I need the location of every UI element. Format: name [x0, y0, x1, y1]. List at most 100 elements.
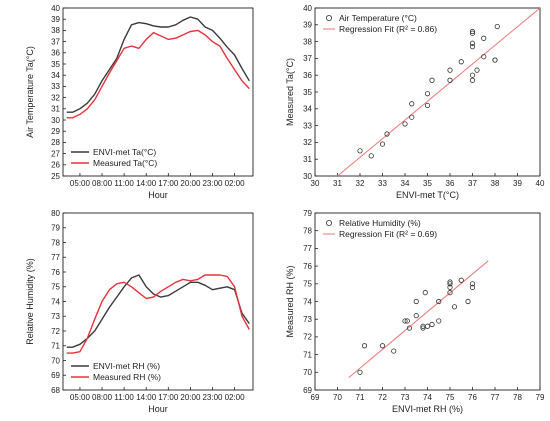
x-tick-label: 38	[491, 179, 500, 188]
scatter-point	[447, 67, 453, 73]
legend-label: Relative Humidity (%)	[339, 218, 421, 228]
x-axis-label: Hour	[148, 404, 168, 414]
x-tick-label: 73	[401, 393, 410, 402]
y-tick-label: 73	[51, 312, 60, 321]
x-tick-label: 72	[378, 393, 387, 402]
x-tick-label: 78	[513, 393, 522, 402]
y-tick-label: 76	[51, 268, 60, 277]
y-tick-label: 28	[51, 138, 60, 147]
y-tick-label: 79	[51, 224, 60, 233]
x-tick-label: 20:00	[180, 179, 201, 188]
scatter-point	[481, 35, 487, 41]
scatter-point	[447, 284, 453, 290]
y-axis-label: Relative Humidity (%)	[25, 258, 35, 345]
x-tick-label: 75	[446, 393, 455, 402]
x-tick-label: 79	[536, 393, 545, 402]
series-line-envi-met	[66, 274, 250, 348]
x-tick-label: 35	[423, 179, 432, 188]
x-tick-label: 11:00	[114, 179, 134, 188]
y-tick-label: 30	[51, 116, 60, 125]
y-tick-label: 40	[303, 4, 312, 13]
x-tick-label: 76	[468, 393, 477, 402]
plot-frame	[62, 7, 254, 177]
scatter-point	[361, 343, 368, 349]
legend-marker	[325, 219, 332, 226]
y-tick-label: 33	[303, 121, 312, 130]
y-axis-label: Measured Ta(°C)	[285, 58, 295, 126]
x-tick-label: 14:00	[136, 179, 157, 188]
x-tick-label: 08:00	[92, 393, 113, 402]
scatter-point	[469, 281, 476, 287]
legend-label: Regression Fit (R² = 0.86)	[339, 24, 437, 34]
y-tick-label: 26	[51, 161, 60, 170]
y-tick-label: 75	[51, 283, 60, 292]
x-tick-label: 17:00	[158, 179, 179, 188]
y-tick-label: 76	[303, 262, 312, 271]
panel-top-left: 25 26 27 28 29 30 31 32 33 34 35 36 37 38 39 40 05:00 08:…	[25, 4, 254, 200]
x-tick-label: 14:00	[136, 393, 157, 402]
scatter-point	[469, 284, 476, 290]
x-tick-label: 23:00	[202, 393, 223, 402]
x-axis-label: Hour	[148, 190, 168, 200]
regression-fit-line	[348, 260, 489, 379]
scatter-point	[469, 30, 476, 36]
x-tick-label: 05:00	[70, 393, 91, 402]
scatter-point	[429, 321, 435, 328]
series-line-measured	[66, 274, 250, 354]
x-tick-label: 36	[446, 179, 455, 188]
y-tick-label: 70	[51, 356, 60, 365]
scatter-point	[436, 298, 442, 305]
scatter-point	[379, 343, 386, 349]
y-tick-label: 31	[51, 105, 60, 114]
scatter-point	[465, 298, 471, 305]
y-tick-label: 75	[303, 280, 312, 289]
scatter-point	[368, 153, 374, 159]
y-tick-label: 40	[51, 4, 60, 13]
x-tick-label: 39	[513, 179, 522, 188]
x-tick-label: 05:00	[70, 179, 91, 188]
scatter-point	[422, 290, 428, 296]
scatter-point	[424, 323, 431, 329]
scatter-point	[406, 325, 413, 331]
scatter-point	[379, 141, 386, 147]
scatter-point	[474, 67, 480, 73]
x-tick-label: 69	[311, 393, 320, 402]
y-tick-label: 73	[303, 315, 312, 324]
x-tick-label: 17:00	[158, 393, 179, 402]
x-tick-label: 30	[311, 179, 320, 188]
y-tick-label: 32	[303, 138, 312, 147]
y-tick-label: 36	[303, 71, 312, 80]
y-tick-label: 77	[303, 244, 312, 253]
x-tick-label: 32	[356, 179, 365, 188]
scatter-point	[357, 148, 363, 154]
legend-label: ENVI-met RH (%)	[93, 361, 160, 371]
y-tick-label: 77	[51, 253, 60, 262]
legend-label: ENVI-met Ta(°C)	[93, 147, 156, 157]
y-tick-label: 34	[303, 105, 312, 114]
scatter-point	[447, 279, 453, 285]
scatter-point	[424, 91, 431, 97]
y-tick-label: 35	[303, 88, 312, 97]
x-tick-label: 11:00	[114, 393, 134, 402]
scatter-point	[458, 59, 464, 65]
x-tick-label: 70	[333, 393, 342, 402]
y-tick-label: 70	[303, 368, 312, 377]
y-tick-label: 38	[303, 37, 312, 46]
y-axis-label: Air Temperature Ta(°C)	[25, 46, 35, 138]
legend-label: Measured RH (%)	[93, 372, 161, 382]
y-tick-label: 37	[303, 54, 312, 63]
y-tick-label: 35	[51, 60, 60, 69]
legend-marker	[325, 14, 332, 21]
x-tick-label: 23:00	[202, 179, 223, 188]
y-tick-label: 38	[51, 26, 60, 35]
scatter-point	[413, 298, 419, 305]
x-tick-label: 74	[423, 393, 432, 402]
scatter-point	[492, 57, 498, 63]
x-tick-label: 34	[401, 179, 410, 188]
scatter-point	[420, 325, 426, 331]
scatter-point	[404, 318, 410, 324]
y-tick-label: 78	[303, 227, 312, 236]
panel-bottom-right: 69 70 71 72 73 74 75 76 77 78 79 69 70 71 72 73 74 75 76 77…	[285, 209, 545, 414]
x-tick-label: 08:00	[92, 179, 113, 188]
scatter-point	[391, 348, 397, 354]
